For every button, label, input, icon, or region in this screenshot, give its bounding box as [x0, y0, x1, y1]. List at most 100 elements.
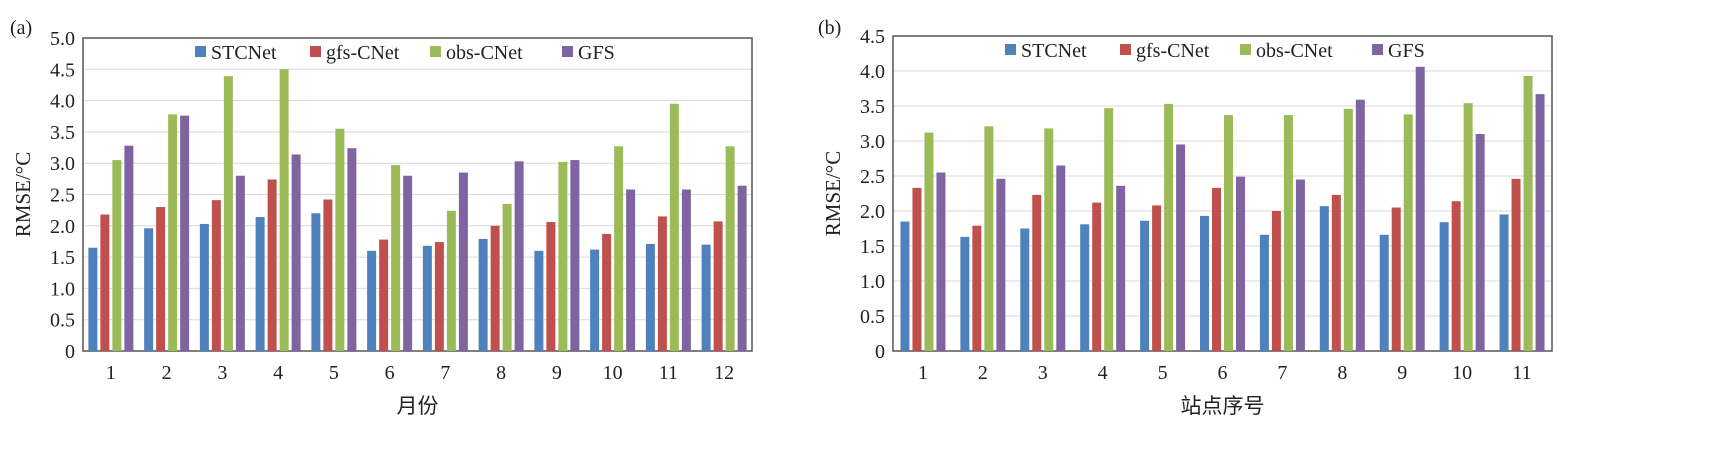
x-tick-label: 5 — [329, 362, 339, 384]
bar-obs-cnet — [1283, 115, 1293, 351]
bar-gfs — [1295, 179, 1305, 351]
bar-gfs-cnet — [1511, 178, 1521, 351]
bar-stcnet — [960, 236, 970, 351]
y-tick-label: 0 — [65, 341, 75, 363]
y-tick-label: 0 — [875, 341, 885, 363]
bar-gfs-cnet — [657, 216, 667, 351]
y-tick-label: 2.0 — [50, 216, 75, 238]
bar-gfs — [1236, 176, 1245, 351]
x-tick-label: 12 — [714, 362, 734, 384]
x-tick-label: 9 — [552, 362, 562, 384]
bar-stcnet — [255, 217, 265, 351]
bar-obs-cnet — [446, 210, 456, 351]
bar-gfs — [1056, 165, 1066, 351]
y-tick-label: 4.0 — [860, 61, 885, 83]
y-tick-label: 2.5 — [50, 185, 75, 207]
bar-gfs-cnet — [1271, 211, 1281, 351]
bar-stcnet — [701, 244, 711, 351]
bar-stcnet — [1259, 234, 1269, 351]
x-axis-label: 站点序号 — [1181, 394, 1265, 418]
y-tick-label: 1.5 — [860, 236, 885, 258]
legend-swatch — [430, 46, 441, 57]
bar-gfs-cnet — [156, 207, 166, 351]
bar-stcnet — [88, 247, 98, 351]
bar-stcnet — [645, 243, 655, 351]
bar-gfs-cnet — [379, 239, 389, 351]
bar-gfs-cnet — [100, 214, 110, 351]
bar-obs-cnet — [335, 128, 345, 351]
panel-label: (a) — [10, 17, 32, 39]
bar-obs-cnet — [502, 203, 512, 351]
bar-obs-cnet — [614, 146, 624, 351]
bar-gfs-cnet — [211, 200, 221, 351]
bar-stcnet — [1319, 206, 1329, 351]
bar-gfs-cnet — [1451, 201, 1461, 351]
bar-obs-cnet — [984, 126, 994, 351]
bar-obs-cnet — [924, 132, 934, 351]
y-tick-label: 3.5 — [860, 96, 885, 118]
legend-swatch — [1372, 44, 1383, 55]
bar-gfs — [235, 175, 245, 351]
x-tick-label: 11 — [659, 362, 678, 384]
bar-gfs-cnet — [912, 187, 922, 351]
bar-obs-cnet — [223, 76, 233, 351]
bar-gfs-cnet — [1331, 194, 1341, 351]
bar-obs-cnet — [1044, 128, 1054, 351]
bar-stcnet — [1020, 228, 1030, 351]
bar-obs-cnet — [558, 161, 568, 351]
bar-gfs-cnet — [1032, 194, 1042, 351]
bar-gfs — [1475, 134, 1485, 351]
bar-obs-cnet — [112, 160, 122, 351]
y-tick-label: 2.0 — [860, 201, 885, 223]
bar-stcnet — [199, 223, 209, 351]
bar-obs-cnet — [1104, 108, 1114, 351]
bar-stcnet — [1379, 234, 1389, 351]
y-axis-label: RMSE/°C — [821, 151, 845, 236]
legend: STCNet gfs-CNet obs-CNet GFS — [1005, 40, 1425, 62]
bar-obs-cnet — [1523, 75, 1533, 352]
legend-label: GFS — [1388, 40, 1425, 62]
bar-obs-cnet — [1164, 103, 1174, 352]
panel-label: (b) — [818, 17, 841, 39]
y-tick-label: 2.5 — [860, 166, 885, 188]
bar-gfs-cnet — [490, 225, 500, 351]
bar-gfs — [1176, 144, 1186, 351]
chart-b: 0 0.5 1.0 1.5 2.0 2.5 3.0 3.5 4.0 4.5 1 2 3 4 5 6 7 8 9 10 1… — [818, 17, 1553, 418]
x-axis-label: 月份 — [397, 394, 439, 418]
x-tick-label: 8 — [496, 362, 506, 384]
bar-gfs — [403, 175, 413, 351]
y-tick-label: 3.0 — [50, 153, 75, 175]
x-tick-label: 11 — [1512, 362, 1531, 384]
x-tick-label: 7 — [440, 362, 450, 384]
bar-obs-cnet — [725, 146, 735, 351]
bar-gfs-cnet — [1212, 187, 1221, 351]
bar-gfs-cnet — [972, 225, 982, 351]
plot-frame — [892, 35, 1553, 352]
legend-swatch — [310, 46, 321, 57]
bar-stcnet — [590, 249, 600, 351]
legend-swatch — [562, 46, 573, 57]
y-tick-label: 3.0 — [860, 131, 885, 153]
bar-gfs-cnet — [602, 233, 612, 351]
bar-obs-cnet — [1403, 114, 1413, 352]
bar-stcnet — [1499, 214, 1509, 351]
chart-a: 00.51.01.52.02.53.03.54.04.55.01 2 3 4 5 6 7 8 9… — [10, 17, 753, 418]
legend-swatch — [1005, 44, 1016, 55]
bar-gfs-cnet — [713, 221, 723, 351]
legend: STCNet gfs-CNet obs-CNet GFS — [195, 42, 615, 64]
y-tick-label: 5.0 — [50, 28, 75, 50]
bar-gfs-cnet — [323, 199, 333, 351]
legend-swatch — [1120, 44, 1131, 55]
bar-gfs — [626, 189, 636, 351]
bar-gfs — [996, 178, 1006, 351]
bar-stcnet — [311, 213, 321, 351]
y-tick-label: 1.5 — [50, 247, 75, 269]
x-tick-label: 2 — [978, 362, 988, 384]
x-tick-label: 1 — [106, 362, 116, 384]
bar-obs-cnet — [1224, 115, 1233, 351]
x-tick-label: 1 — [918, 362, 928, 384]
bar-gfs — [936, 172, 946, 351]
legend-label: obs-CNet — [446, 42, 523, 64]
bar-stcnet — [1080, 224, 1090, 351]
legend-label: STCNet — [1021, 40, 1087, 62]
